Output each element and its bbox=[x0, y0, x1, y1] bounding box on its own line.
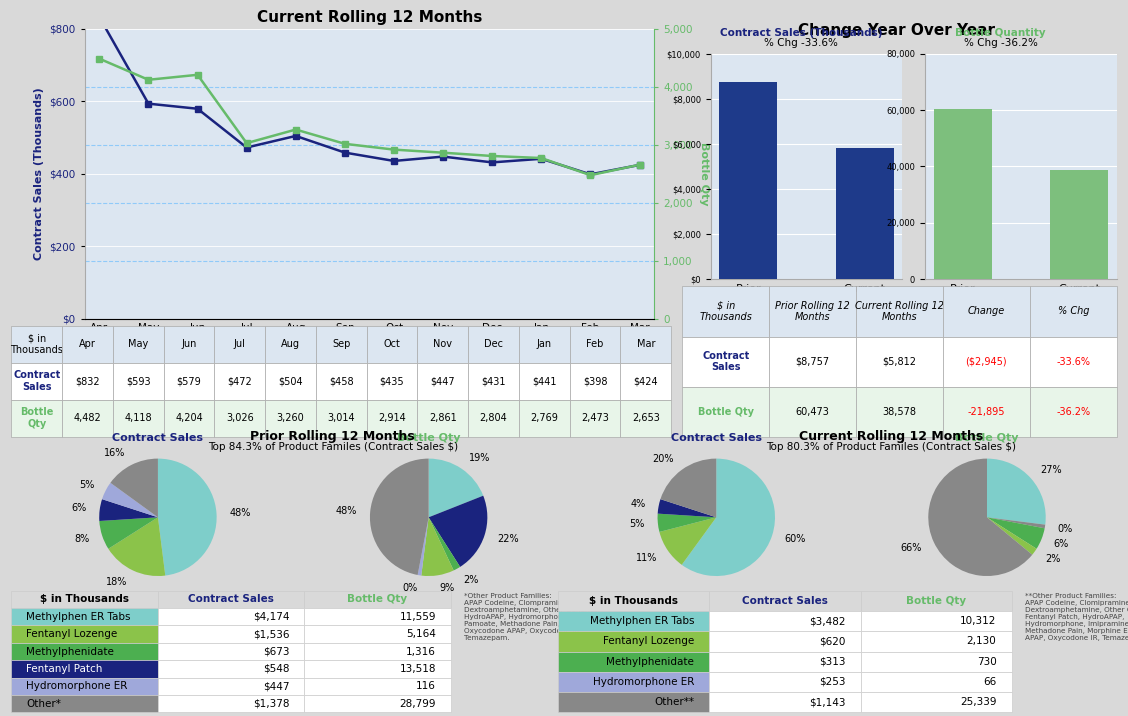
Wedge shape bbox=[429, 517, 460, 571]
Wedge shape bbox=[987, 517, 1045, 548]
Text: 19%: 19% bbox=[469, 453, 491, 463]
Text: *Other Product Families:
APAP Codeine, Clompramine HCI,
Dextroamphetamine, Other: *Other Product Families: APAP Codeine, C… bbox=[464, 593, 613, 641]
Wedge shape bbox=[681, 459, 775, 576]
Wedge shape bbox=[108, 517, 166, 576]
Wedge shape bbox=[660, 458, 716, 517]
Text: 48%: 48% bbox=[229, 508, 250, 518]
Text: 22%: 22% bbox=[496, 534, 519, 544]
Text: 2%: 2% bbox=[464, 575, 478, 585]
Text: 48%: 48% bbox=[336, 505, 358, 516]
Text: 18%: 18% bbox=[106, 577, 127, 587]
Wedge shape bbox=[421, 517, 453, 576]
Wedge shape bbox=[987, 459, 1046, 525]
Text: Current Rolling 12 Months: Current Rolling 12 Months bbox=[799, 430, 984, 443]
Text: 16%: 16% bbox=[104, 448, 125, 458]
Text: Top 80.3% of Product Familes (Contract Sales $): Top 80.3% of Product Familes (Contract S… bbox=[766, 442, 1016, 452]
Bar bbox=[934, 109, 992, 279]
Text: 6%: 6% bbox=[1054, 538, 1069, 548]
Wedge shape bbox=[658, 513, 716, 532]
Text: **Other Product Families:
APAP Codeine, Clomipramine HCI,
Dextroamphetamine, Oth: **Other Product Families: APAP Codeine, … bbox=[1025, 593, 1128, 641]
Text: % Chg -33.6%: % Chg -33.6% bbox=[764, 38, 838, 48]
Text: 60%: 60% bbox=[784, 534, 805, 544]
Text: Contract Sales (Thousands): Contract Sales (Thousands) bbox=[720, 28, 882, 38]
Wedge shape bbox=[102, 483, 158, 517]
Title: Current Rolling 12 Months: Current Rolling 12 Months bbox=[257, 10, 482, 24]
Title: Contract Sales: Contract Sales bbox=[671, 433, 761, 443]
Wedge shape bbox=[987, 517, 1046, 528]
Wedge shape bbox=[158, 459, 217, 576]
Bar bbox=[1050, 170, 1108, 279]
Text: 0%: 0% bbox=[1058, 523, 1073, 533]
Bar bbox=[836, 148, 893, 279]
Wedge shape bbox=[658, 499, 716, 517]
Text: 2%: 2% bbox=[1045, 554, 1060, 564]
Text: 11%: 11% bbox=[636, 553, 656, 563]
Text: 5%: 5% bbox=[629, 519, 645, 529]
Wedge shape bbox=[429, 495, 487, 567]
Text: 0%: 0% bbox=[403, 583, 417, 593]
Y-axis label: Contract Sales (Thousands): Contract Sales (Thousands) bbox=[34, 87, 44, 260]
Y-axis label: Bottle Qty: Bottle Qty bbox=[699, 142, 710, 205]
Text: Top 84.3% of Product Familes (Contract Sales $): Top 84.3% of Product Familes (Contract S… bbox=[208, 442, 458, 452]
Title: Bottle Qty: Bottle Qty bbox=[397, 433, 460, 443]
Wedge shape bbox=[370, 459, 429, 575]
Text: % Chg -36.2%: % Chg -36.2% bbox=[963, 38, 1038, 48]
Text: 66%: 66% bbox=[901, 543, 923, 553]
Wedge shape bbox=[429, 459, 483, 517]
Wedge shape bbox=[417, 517, 429, 576]
Text: 5%: 5% bbox=[79, 480, 94, 490]
Wedge shape bbox=[928, 458, 1032, 576]
Text: Prior Rolling 12 Months: Prior Rolling 12 Months bbox=[250, 430, 415, 443]
Wedge shape bbox=[99, 517, 158, 548]
Bar bbox=[720, 82, 777, 279]
Text: 20%: 20% bbox=[653, 455, 675, 465]
Wedge shape bbox=[99, 499, 158, 521]
Text: Bottle Quantity: Bottle Quantity bbox=[955, 28, 1046, 38]
Wedge shape bbox=[987, 517, 1037, 555]
Text: 9%: 9% bbox=[440, 583, 455, 593]
Text: Change Year Over Year: Change Year Over Year bbox=[799, 23, 995, 38]
Text: 8%: 8% bbox=[74, 534, 90, 544]
Wedge shape bbox=[111, 459, 158, 517]
Wedge shape bbox=[660, 517, 716, 565]
Text: 6%: 6% bbox=[71, 503, 87, 513]
Title: Bottle Qty: Bottle Qty bbox=[955, 433, 1019, 443]
Text: 27%: 27% bbox=[1041, 465, 1063, 475]
Title: Contract Sales: Contract Sales bbox=[113, 433, 203, 443]
Text: 4%: 4% bbox=[631, 499, 646, 509]
